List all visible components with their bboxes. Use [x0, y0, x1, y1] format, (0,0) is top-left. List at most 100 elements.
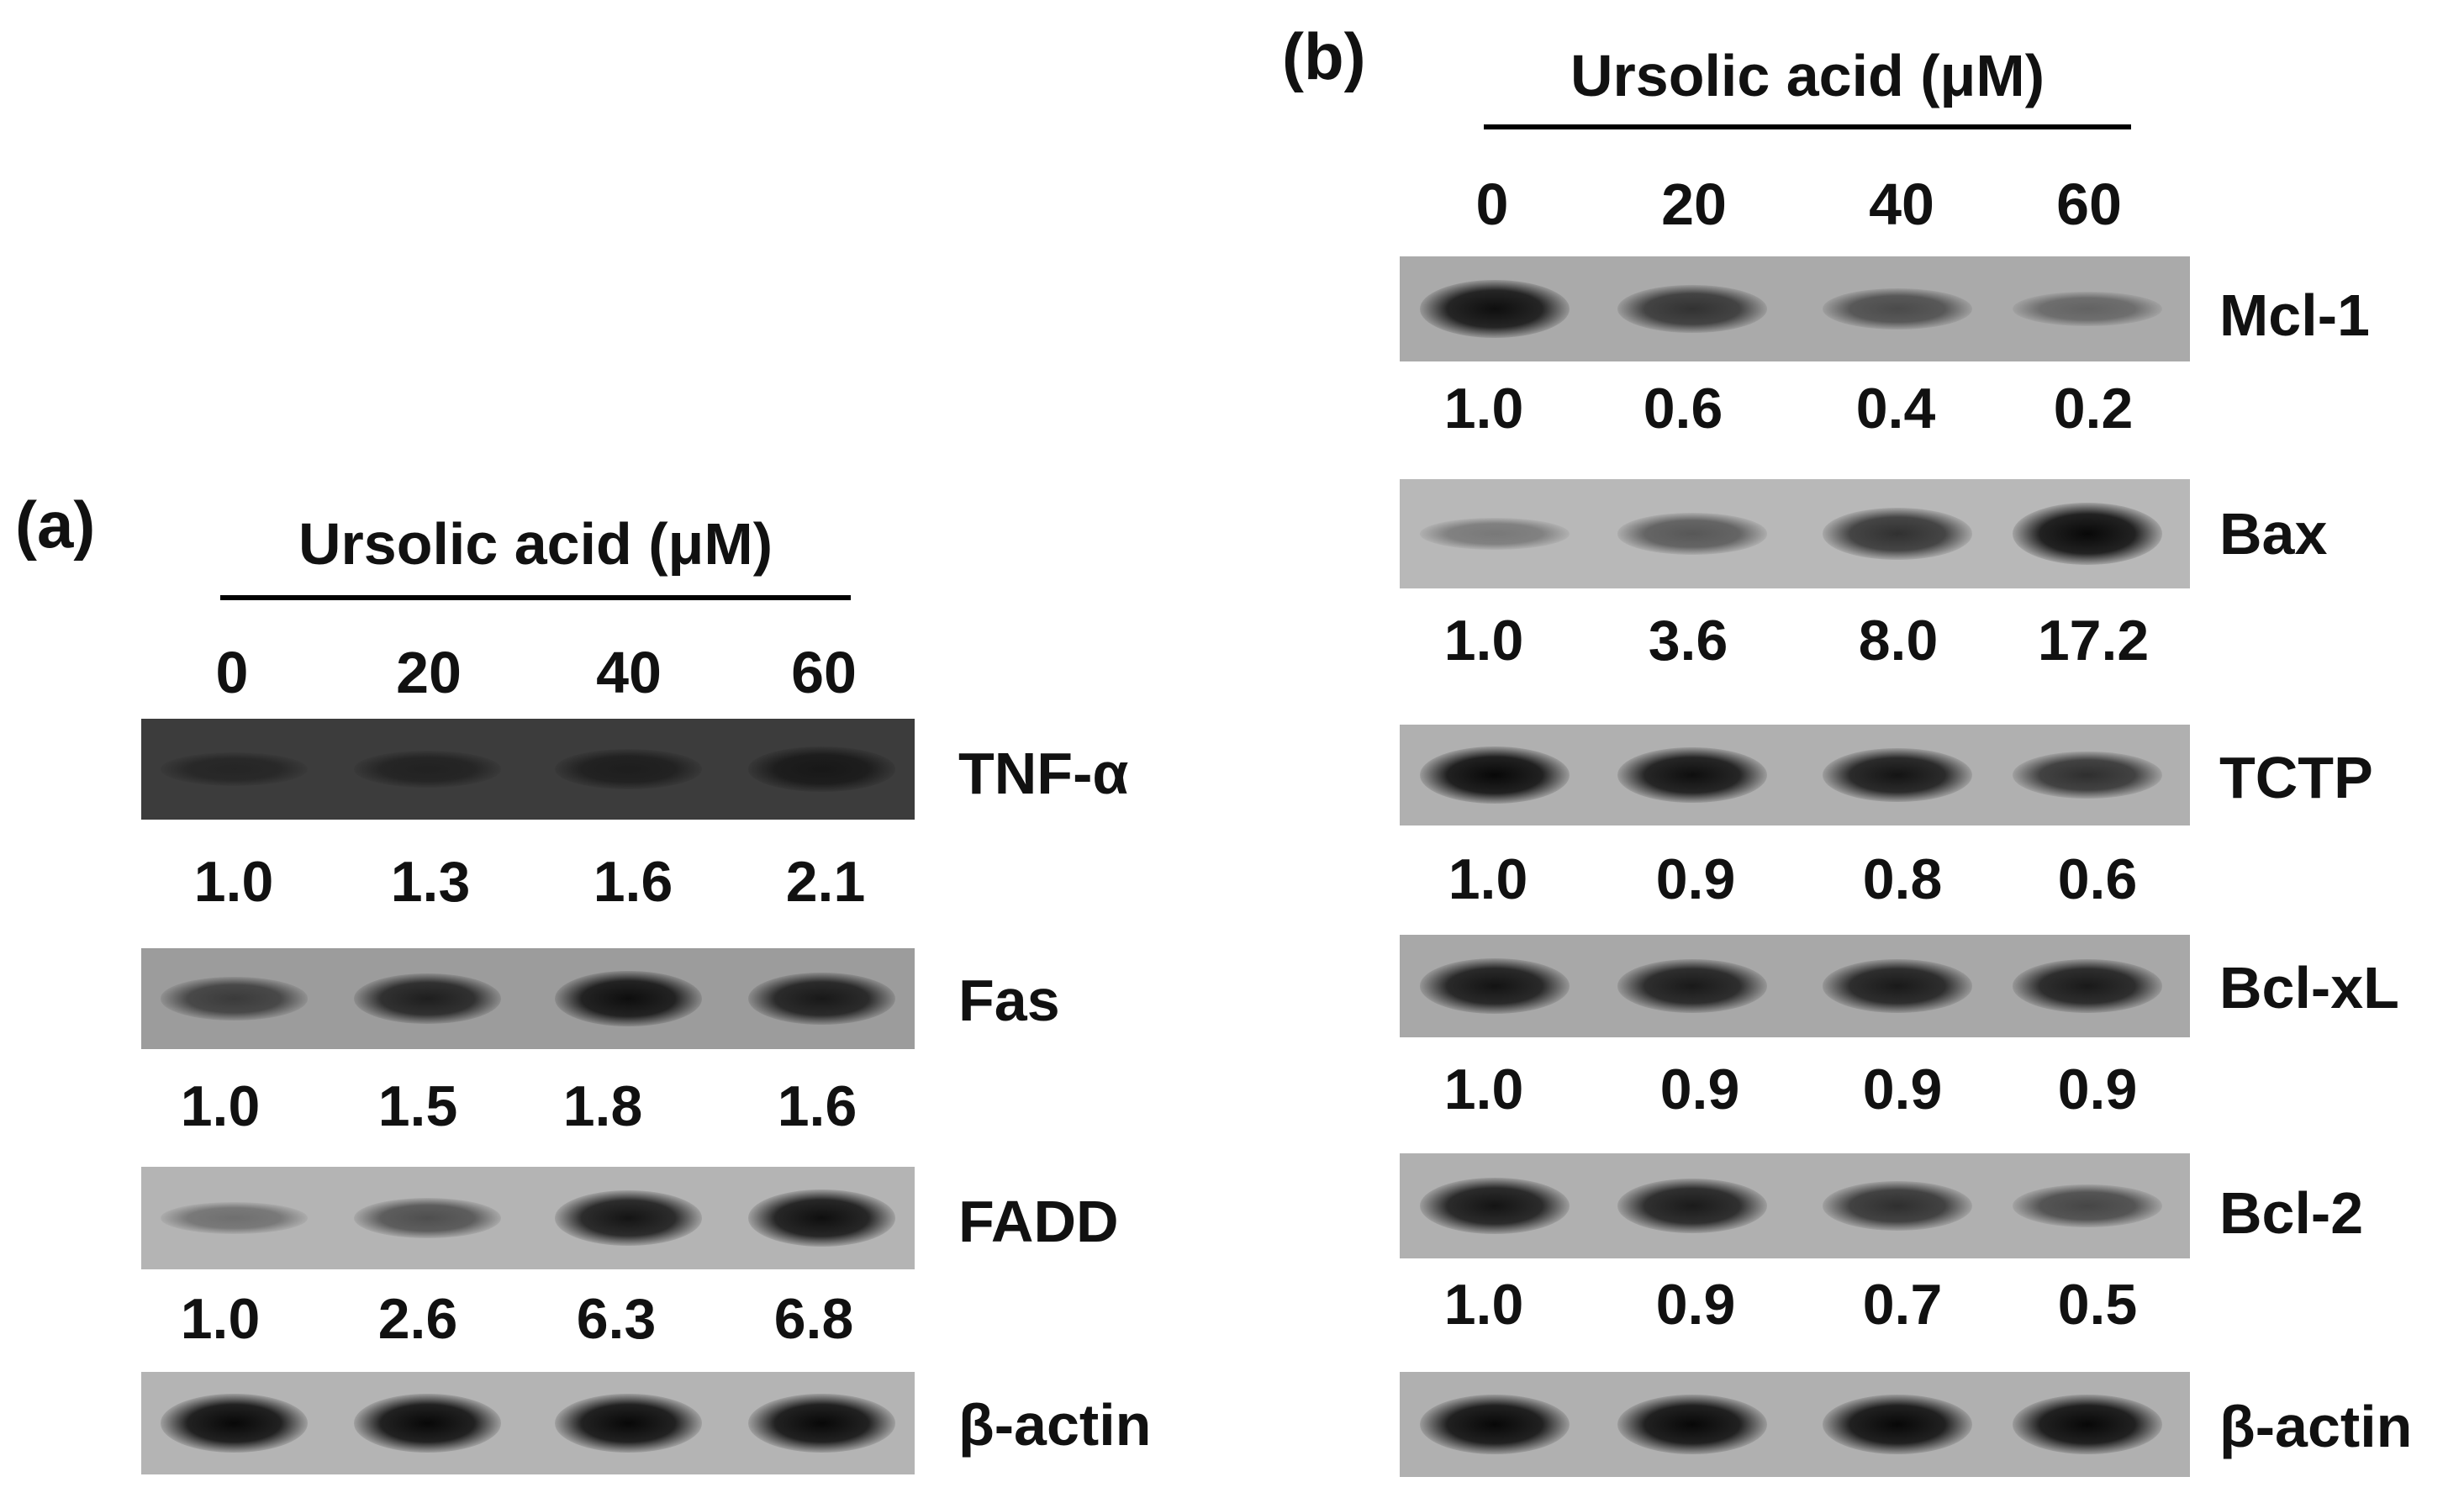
protein-label: Mcl-1 — [2219, 282, 2370, 348]
protein-label: β-actin — [2219, 1394, 2413, 1459]
blot-band — [1822, 1394, 1973, 1455]
quant-value: 2.1 — [785, 850, 866, 914]
quant-value: 17.2 — [2037, 609, 2150, 673]
quant-value: 0.9 — [1659, 1058, 1740, 1121]
blot-band — [1822, 747, 1973, 803]
panel-b-treatment-rule — [1484, 124, 2131, 129]
panel-b-dose-label: 20 — [1661, 171, 1727, 237]
blot-band — [1822, 959, 1973, 1013]
quant-value: 1.0 — [193, 850, 274, 914]
blot-bcl-xl — [1400, 935, 2190, 1037]
blot-band — [555, 970, 702, 1027]
blot-band — [2012, 1394, 2163, 1455]
panel-a-letter: (a) — [15, 488, 96, 562]
protein-label: FADD — [958, 1189, 1119, 1254]
panel-a-treatment-title: Ursolic acid (μM) — [298, 511, 773, 577]
quant-value: 1.5 — [377, 1074, 458, 1138]
quant-value: 1.0 — [180, 1074, 261, 1138]
quant-value: 0.4 — [1855, 377, 1936, 440]
blot-band — [2012, 291, 2163, 327]
quant-value: 2.6 — [377, 1287, 458, 1351]
blot-band — [1617, 513, 1768, 555]
blot-band — [1617, 746, 1768, 804]
panel-a-dose-label: 0 — [215, 640, 249, 705]
quant-value: 0.7 — [1862, 1273, 1943, 1337]
blot-band — [2012, 502, 2163, 566]
blot-band — [2012, 1184, 2163, 1228]
protein-label: TCTP — [2219, 745, 2373, 810]
quant-value: 1.6 — [777, 1074, 857, 1138]
quant-value: 1.8 — [562, 1074, 643, 1138]
blot-band — [1419, 1177, 1570, 1235]
blot-band — [1419, 517, 1570, 551]
quant-value: 1.0 — [1443, 377, 1524, 440]
blot-band — [1617, 284, 1768, 334]
protein-label: Bcl-2 — [2219, 1180, 2364, 1246]
blot-band — [1617, 1394, 1768, 1455]
blot-band — [2012, 751, 2163, 799]
panel-b-dose-label: 0 — [1475, 171, 1509, 237]
protein-label: Fas — [958, 968, 1060, 1033]
quant-value: 1.0 — [1443, 1273, 1524, 1337]
panel-b-dose-label: 40 — [1869, 171, 1934, 237]
blot-band — [161, 752, 308, 786]
protein-label: Bcl-xL — [2219, 955, 2399, 1021]
blot-tnf-alpha — [141, 719, 915, 820]
quant-value: 0.5 — [2057, 1273, 2138, 1337]
blot-band — [555, 749, 702, 789]
quant-value: 0.9 — [1655, 847, 1736, 911]
quant-value: 6.3 — [576, 1287, 657, 1351]
blot-band — [1617, 1178, 1768, 1234]
blot-band — [1419, 1394, 1570, 1455]
blot-band — [555, 1190, 702, 1246]
blot-band — [1822, 1180, 1973, 1232]
blot-band — [1419, 279, 1570, 339]
blot-beta-actin — [1400, 1372, 2190, 1477]
quant-value: 8.0 — [1858, 609, 1939, 673]
panel-a-dose-label: 20 — [396, 640, 462, 705]
quant-value: 1.3 — [390, 850, 471, 914]
quant-value: 0.8 — [1862, 847, 1943, 911]
blot-band — [161, 1394, 308, 1453]
blot-fas — [141, 948, 915, 1049]
blot-band — [555, 1394, 702, 1453]
protein-label: β-actin — [958, 1392, 1152, 1458]
blot-band — [354, 1197, 501, 1239]
quant-value: 1.0 — [180, 1287, 261, 1351]
blot-band — [2012, 959, 2163, 1013]
blot-beta-actin — [141, 1372, 915, 1474]
blot-fadd — [141, 1167, 915, 1269]
panel-b-letter: (b) — [1282, 19, 1366, 93]
blot-band — [161, 1201, 308, 1235]
panel-b-dose-label: 60 — [2056, 171, 2122, 237]
blot-bax — [1400, 479, 2190, 588]
quant-value: 0.9 — [1655, 1273, 1736, 1337]
blot-band — [354, 973, 501, 1025]
quant-value: 0.6 — [1643, 377, 1723, 440]
quant-value: 6.8 — [773, 1287, 854, 1351]
blot-tctp — [1400, 725, 2190, 825]
blot-mcl-1 — [1400, 256, 2190, 361]
panel-a-dose-label: 60 — [791, 640, 857, 705]
blot-band — [354, 1394, 501, 1453]
quant-value: 3.6 — [1648, 609, 1728, 673]
blot-band — [748, 746, 895, 792]
blot-band — [748, 972, 895, 1026]
quant-value: 1.0 — [1448, 847, 1528, 911]
blot-band — [161, 977, 308, 1021]
quant-value: 0.6 — [2057, 847, 2138, 911]
protein-label: Bax — [2219, 501, 2328, 567]
blot-band — [1419, 746, 1570, 804]
panel-b-treatment-title: Ursolic acid (μM) — [1570, 43, 2045, 108]
blot-band — [1617, 959, 1768, 1013]
panel-a-treatment-rule — [220, 595, 851, 600]
blot-band — [1419, 958, 1570, 1014]
quant-value: 0.2 — [2053, 377, 2134, 440]
blot-band — [748, 1394, 895, 1453]
blot-band — [354, 751, 501, 788]
protein-label: TNF-α — [958, 741, 1129, 806]
quant-value: 1.6 — [593, 850, 673, 914]
blot-band — [1822, 508, 1973, 560]
blot-band — [748, 1189, 895, 1247]
quant-value: 0.9 — [1862, 1058, 1943, 1121]
